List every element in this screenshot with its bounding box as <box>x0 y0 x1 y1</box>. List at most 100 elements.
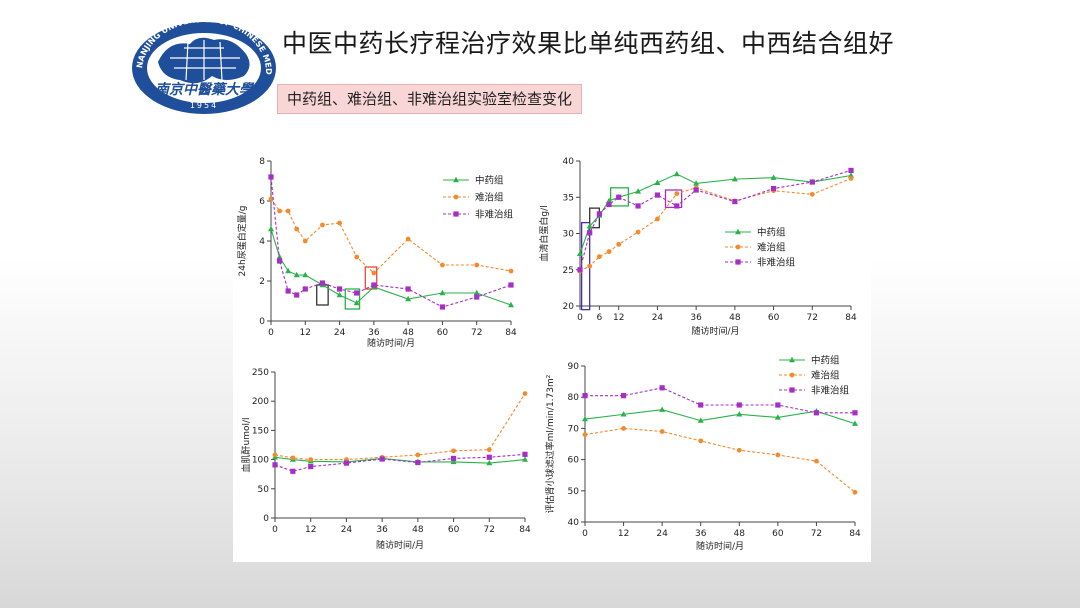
y-tick-label: 40 <box>568 518 580 528</box>
x-tick-label: 48 <box>402 328 414 338</box>
data-point <box>508 268 514 274</box>
data-point <box>268 225 274 232</box>
y-tick-label: 25 <box>563 266 574 276</box>
data-point <box>582 415 588 422</box>
data-point <box>320 222 325 228</box>
x-tick-label: 48 <box>729 313 741 323</box>
x-tick-label: 12 <box>613 313 624 323</box>
data-point <box>775 452 781 458</box>
data-point <box>439 289 446 296</box>
data-point <box>596 211 602 217</box>
data-point <box>294 226 300 232</box>
x-tick-label: 0 <box>577 313 583 323</box>
logo-seal-text: 南京中醫藥大學 <box>155 81 255 98</box>
data-point <box>272 462 278 468</box>
series-square <box>582 385 858 416</box>
data-point <box>415 459 421 466</box>
x-axis-label: 随访时间/月 <box>691 325 739 337</box>
x-tick-label: 12 <box>305 525 316 535</box>
data-point <box>474 262 480 268</box>
data-point <box>285 208 291 214</box>
data-point <box>616 241 622 247</box>
y-tick-label: 50 <box>568 487 580 497</box>
highlight-box <box>589 207 601 229</box>
data-point <box>659 385 665 391</box>
legend-label: 难治组 <box>811 370 840 382</box>
data-point <box>852 420 858 426</box>
data-point <box>693 187 699 193</box>
data-point <box>809 191 815 197</box>
data-point <box>606 249 612 255</box>
legend-marker <box>735 244 741 250</box>
x-axis-label: 随访时间/月 <box>367 337 415 349</box>
data-point <box>813 410 820 416</box>
legend-marker <box>789 387 795 393</box>
data-point <box>473 289 480 296</box>
data-point <box>308 457 314 462</box>
y-tick-label: 35 <box>563 193 574 203</box>
series-circle <box>268 196 514 276</box>
x-axis-label: 随访时间/月 <box>696 540 744 552</box>
data-point <box>450 458 457 465</box>
x-tick-label: 36 <box>376 525 388 535</box>
data-point <box>285 288 291 294</box>
data-point <box>606 201 612 208</box>
legend-marker <box>453 194 459 200</box>
logo-year: 1954 <box>190 101 218 110</box>
data-point <box>616 194 622 200</box>
x-tick-label: 60 <box>448 525 460 535</box>
chart-egfr: 40 50 60 70 80 90 0 12 24 36 48 60 72 84 随访时间/月 评估肾小球滤过… <box>544 355 861 553</box>
y-axis-label: 血肌酐umol/l <box>240 417 252 472</box>
data-point <box>731 175 738 182</box>
data-point <box>586 223 593 229</box>
y-tick-label: 2 <box>259 277 265 287</box>
x-axis-label: 随访时间/月 <box>376 539 424 551</box>
data-point <box>673 170 680 177</box>
chart-panels: 0 2 4 6 8 0 12 24 36 48 60 72 84 随访时间/月 24h尿蛋白定量/g 中药组难… <box>233 146 871 562</box>
data-point <box>379 456 385 462</box>
data-point <box>654 179 661 185</box>
data-point <box>450 455 457 462</box>
data-point <box>655 216 660 222</box>
data-point <box>486 454 492 460</box>
data-point <box>770 185 777 192</box>
data-point <box>606 197 613 204</box>
data-point <box>635 203 641 209</box>
data-point <box>732 199 738 205</box>
y-tick-label: 20 <box>563 302 575 312</box>
y-tick-label: 8 <box>259 157 265 167</box>
chart-egfr-panel: 40 50 60 70 80 90 0 12 24 36 48 60 72 84 随访时间/月 评估肾小球滤过… <box>539 342 871 562</box>
data-point <box>852 489 858 495</box>
data-point <box>587 230 593 236</box>
data-point <box>474 294 480 300</box>
data-point <box>577 267 583 273</box>
chart-creatinine: 0 50 100 150 200 250 0 12 24 36 48 60 72 84 随访时间/月 血肌酐u… <box>240 368 531 551</box>
data-point <box>596 254 602 260</box>
x-tick-label: 0 <box>272 525 278 535</box>
data-point <box>736 447 742 453</box>
chart-albumin: 20 25 30 35 40 0 6 12 24 36 48 60 72 84 随访时间/月 血清白蛋白g/l… <box>538 157 857 337</box>
x-tick-label: 6 <box>596 313 602 323</box>
series-line <box>584 427 856 493</box>
x-tick-label: 72 <box>484 525 495 535</box>
data-point <box>319 280 326 286</box>
slide-title: 中医中药长疗程治疗效果比单纯西药组、中西结合组好 <box>282 29 895 58</box>
highlight-box <box>344 288 361 310</box>
data-point <box>621 426 626 431</box>
data-point <box>635 188 642 194</box>
legend-label: 难治组 <box>475 192 504 204</box>
data-point <box>415 452 421 458</box>
x-tick-label: 60 <box>437 328 449 338</box>
x-tick-label: 48 <box>412 525 424 535</box>
data-point <box>522 451 528 457</box>
data-point <box>486 447 492 453</box>
data-point <box>336 286 343 292</box>
data-point <box>277 208 282 214</box>
y-tick-label: 90 <box>568 362 580 372</box>
data-point <box>371 282 377 288</box>
data-point <box>814 458 819 464</box>
data-point <box>635 229 641 235</box>
legend-label: 非难治组 <box>475 209 514 221</box>
series-line <box>579 169 852 270</box>
x-tick-label: 60 <box>772 529 784 539</box>
